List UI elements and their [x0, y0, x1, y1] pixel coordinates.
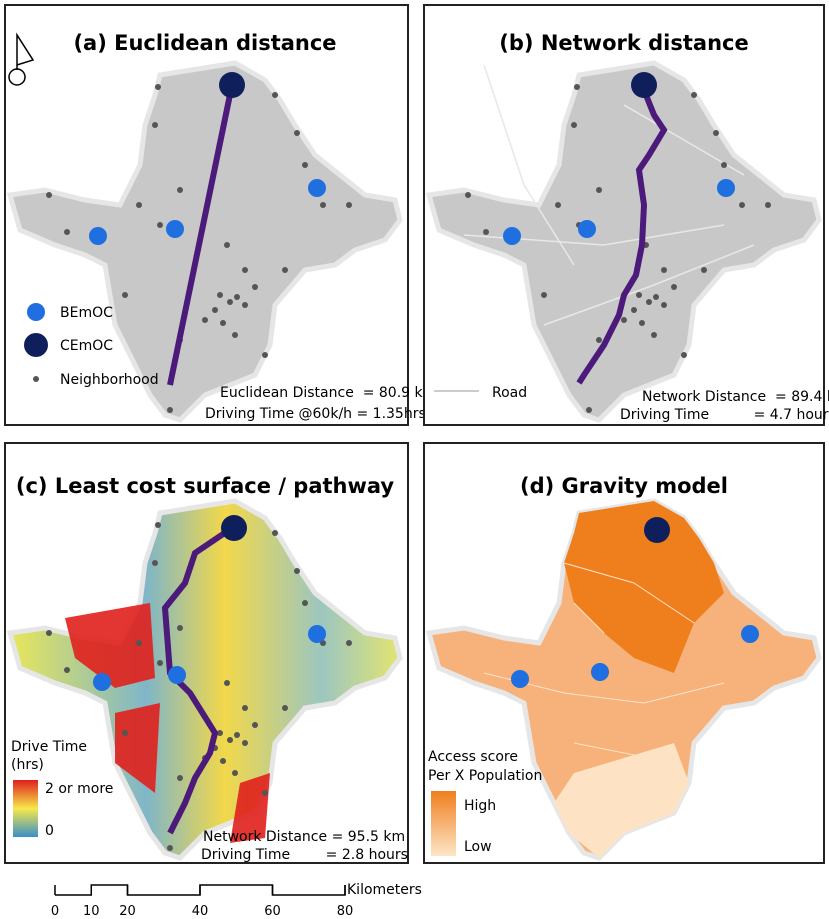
- note: Network Distance = 95.5 km: [203, 829, 405, 845]
- scale-label: 60: [264, 904, 281, 919]
- legend-label: (hrs): [11, 757, 44, 773]
- legend-label: Access score: [428, 749, 518, 765]
- legend-label: 0: [45, 823, 54, 839]
- scale-unit: Kilometers: [347, 882, 422, 898]
- panel-c: (c) Least cost surface / pathway Drive T…: [4, 442, 409, 864]
- legend-label: Low: [464, 839, 492, 855]
- panel-a: (a) Euclidean distance BEmOC CEmOC Neigh…: [4, 4, 436, 426]
- scale-label: 20: [119, 904, 136, 919]
- panel-title: (b) Network distance: [499, 31, 748, 55]
- scale-label: 0: [51, 904, 59, 919]
- legend-label: Neighborhood: [60, 372, 159, 388]
- scale-label: 40: [192, 904, 209, 919]
- note: Driving Time = 2.8 hours: [201, 847, 408, 863]
- legend-label: Drive Time: [11, 739, 87, 755]
- panel-title: (a) Euclidean distance: [73, 31, 336, 55]
- scale-label: 80: [337, 904, 354, 919]
- note: Euclidean Distance = 80.9 km: [220, 385, 436, 401]
- legend-label: 2 or more: [45, 781, 113, 797]
- note: Network Distance = 89.4 km: [642, 389, 829, 405]
- panel-d: (d) Gravity model Access score Per X Pop…: [423, 442, 825, 864]
- panel-title: (c) Least cost surface / pathway: [16, 474, 395, 498]
- legend-label: High: [464, 798, 496, 814]
- panel-b: (b) Network distance Road Network Distan…: [423, 4, 829, 426]
- scale-bar: 0 10 20 40 60 80 Kilometers: [51, 882, 422, 919]
- scale-label: 10: [83, 904, 100, 919]
- legend-label: Per X Population: [428, 768, 542, 784]
- note: Driving Time @60k/h = 1.35hrs: [205, 406, 426, 422]
- legend-label: BEmOC: [60, 305, 113, 321]
- panel-title: (d) Gravity model: [520, 474, 728, 498]
- legend-label: Road: [492, 385, 527, 401]
- legend-label: CEmOC: [60, 338, 113, 354]
- scale-line: [55, 884, 346, 896]
- note: Driving Time = 4.7 hours: [620, 407, 829, 423]
